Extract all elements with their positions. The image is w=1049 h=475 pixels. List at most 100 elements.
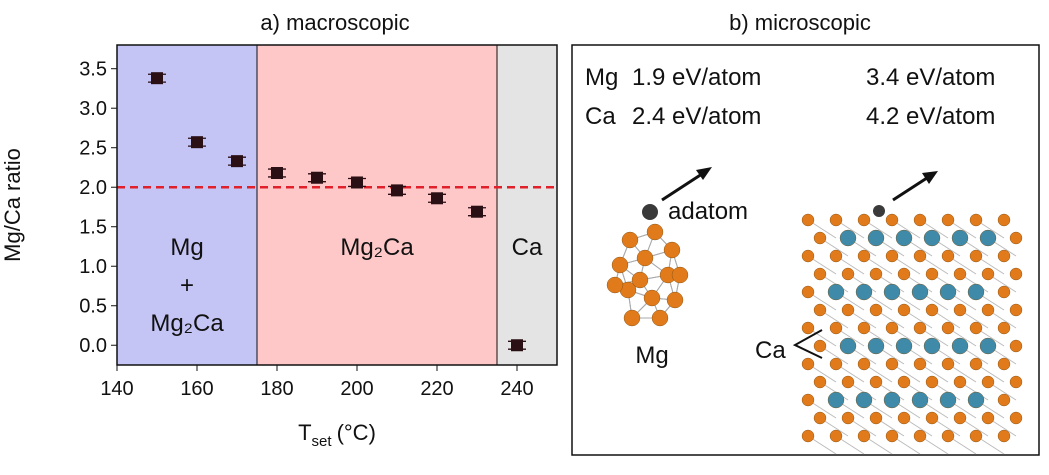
atom [940,392,956,408]
atom [954,376,966,388]
x-label-unit: (°C) [337,420,376,445]
atom [814,376,826,388]
region [257,45,497,365]
atom [886,358,898,370]
atom [896,230,912,246]
data-point [431,192,443,204]
atom [637,250,653,266]
atom [926,412,938,424]
y-tick-label: 2.0 [79,177,107,199]
region-label: Mg₂Ca [340,234,414,261]
data-point [511,339,523,351]
atom [870,268,882,280]
region-label: + [180,272,194,299]
atom [884,392,900,408]
atom [840,230,856,246]
atom [870,304,882,316]
arrow [893,176,930,200]
y-tick-label: 3.0 [79,98,107,120]
atom [842,376,854,388]
atom [858,322,870,334]
atom [814,268,826,280]
atom [982,376,994,388]
atom [998,430,1010,442]
region-label: Mg₂Ca [150,310,224,337]
atom [856,284,872,300]
atom [942,214,954,226]
atom [940,284,956,300]
atom [802,394,814,406]
y-tick-label: 2.5 [79,138,107,160]
atom [814,232,826,244]
figure: a) macroscopic Mg/Ca ratio Tset(°C) Mg+M… [0,0,1049,470]
atom [1010,340,1022,352]
data-point [151,72,163,84]
x-tick-label: 160 [180,378,213,400]
atom [802,286,814,298]
atom [858,358,870,370]
y-tick-label: 0.5 [79,296,107,318]
atom [858,430,870,442]
y-tick-label: 1.0 [79,256,107,278]
y-tick-label: 0.0 [79,335,107,357]
x-tick-label: 240 [500,378,533,400]
atom [926,268,938,280]
atom [982,304,994,316]
atom [647,224,663,240]
atom [814,304,826,316]
atom [980,338,996,354]
atom [830,250,842,262]
data-point [351,176,363,188]
atom [970,214,982,226]
atom [830,322,842,334]
atom [886,250,898,262]
atom [667,292,683,308]
atom [830,430,842,442]
arrow [662,172,705,200]
atom [982,412,994,424]
atom [926,376,938,388]
atom [814,412,826,424]
atom [968,284,984,300]
adatom-label: adatom [668,198,748,225]
adatom [873,205,885,217]
atom [858,214,870,226]
ca-label: Ca [755,337,786,364]
atom [954,268,966,280]
atom [914,430,926,442]
atom [644,290,660,306]
atom [914,250,926,262]
atom [802,358,814,370]
atom [886,322,898,334]
atom [1010,232,1022,244]
atom [1010,412,1022,424]
x-axis-label: Tset(°C) [298,420,376,450]
atom [952,338,968,354]
atom [1010,376,1022,388]
adatom [642,204,658,220]
arrowhead [922,171,938,184]
atom [840,338,856,354]
atom [952,230,968,246]
atom [607,277,623,293]
x-label-main: T [298,420,311,445]
cluster-label: Mg [635,342,668,369]
atom [828,392,844,408]
element: Mg [585,64,618,91]
atom [970,430,982,442]
atom [842,304,854,316]
data-point [471,206,483,218]
atom [856,392,872,408]
atom [982,268,994,280]
energy: 4.2 eV/atom [866,103,995,130]
region [497,45,557,365]
atom [998,214,1010,226]
atom [868,338,884,354]
atom [914,214,926,226]
atom [1010,304,1022,316]
y-tick-label: 1.5 [79,217,107,239]
atom [998,250,1010,262]
data-point [191,136,203,148]
atom [858,250,870,262]
